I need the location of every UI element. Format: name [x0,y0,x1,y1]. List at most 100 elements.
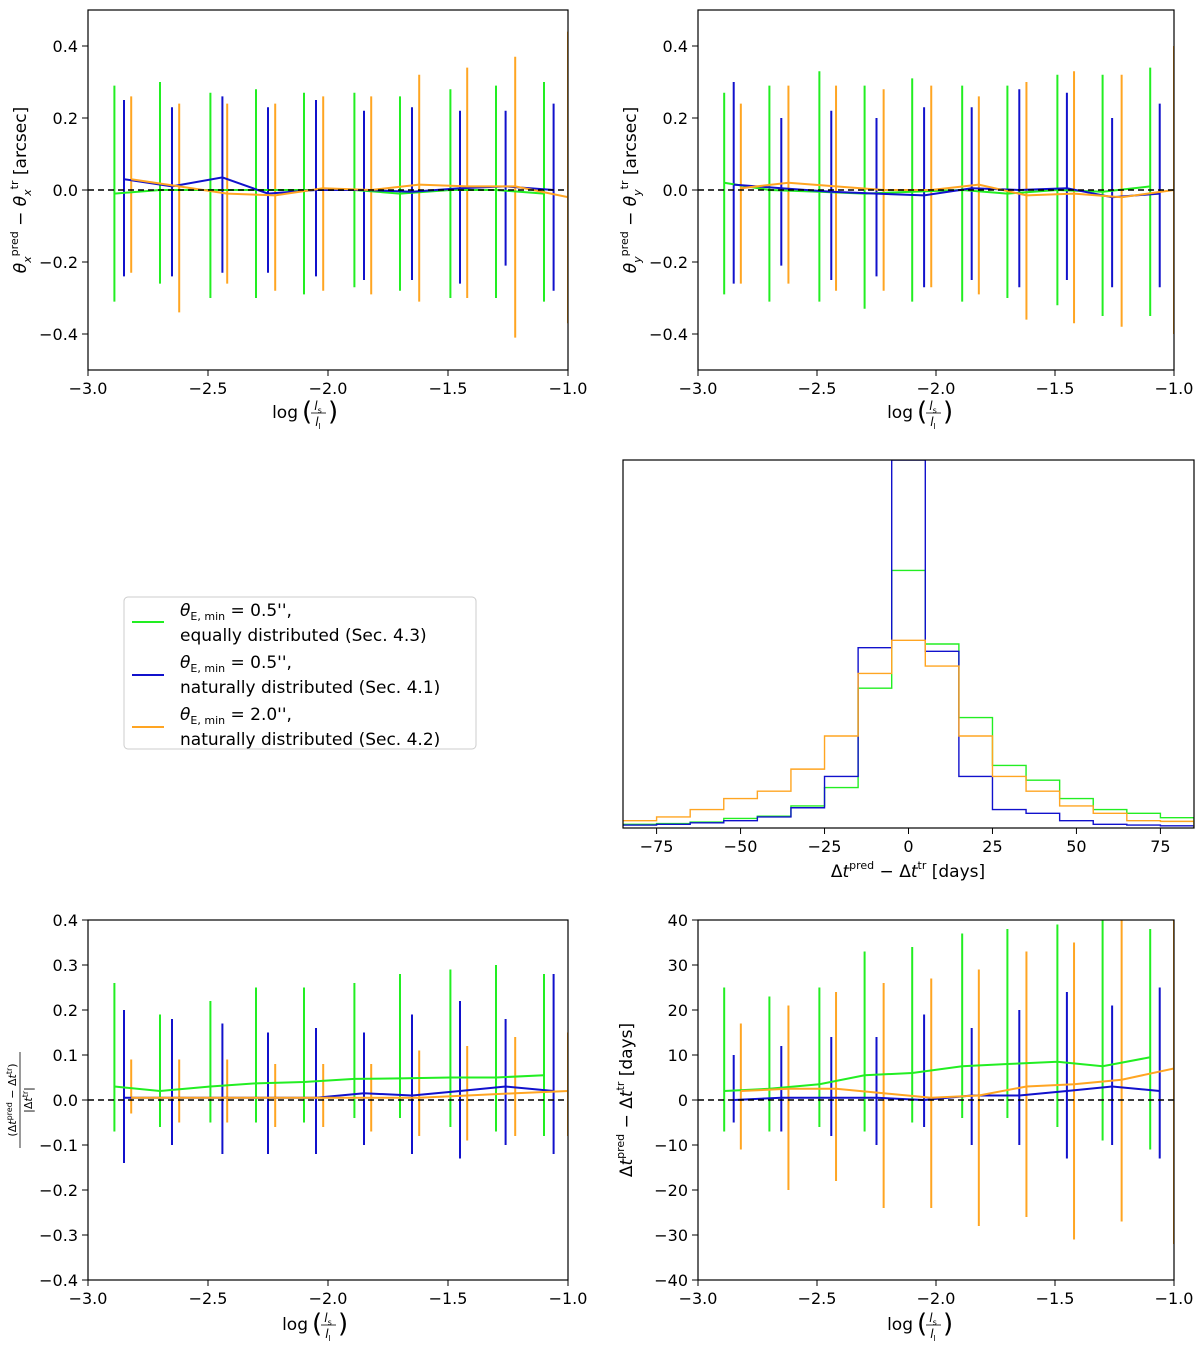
y-tick-label: −0.4 [39,1271,78,1290]
series-line-orange [740,181,1174,199]
svg-text:θE, min = 0.5'',: θE, min = 0.5'', [180,601,292,623]
panel-relative-time-delay: −3.0 −2.5 −2.0 −1.5 −1.0 −0.4 −0.3 −0.2 −0.1 0.0 0… [39,911,587,1308]
svg-text:Δtpred − Δttr [days]: Δtpred − Δttr [days] [831,859,985,882]
svg-text:θE, min = 0.5'',: θE, min = 0.5'', [180,653,292,675]
theta_x-plot-area [88,31,568,338]
xlabel-histogram: Δtpred − Δttr [days] [831,859,985,882]
x-tick-label: −1.5 [1036,1289,1075,1308]
x-tick-label: 50 [1066,837,1086,856]
y-tick-label: 0.1 [53,1046,78,1065]
x-tick-label: −2.5 [798,1289,837,1308]
xlabel-log-text: log [887,1315,913,1335]
y-tick-label: −0.1 [39,1136,78,1155]
x-tick-label: −2.5 [189,379,228,398]
x-tick-label: −2.5 [798,379,837,398]
x-tick-label: 0 [903,837,913,856]
histogram-axes-frame [622,459,1195,829]
y-tick-label: −0.2 [39,253,78,272]
panel-absolute-time-delay: −3.0 −2.5 −2.0 −1.5 −1.0 −40 −30 −20 −10 0 10 20 30 4… [654,911,1193,1308]
x-tick-label: −2.0 [309,1289,348,1308]
y-tick-label: −20 [654,1181,688,1200]
series-line-blue [733,183,1160,199]
x-tick-label: −3.0 [69,379,108,398]
y-tick-label: −0.3 [39,1226,78,1245]
x-tick-label: 75 [1150,837,1170,856]
ylabel-theta-x: θxpred − θxtr [arcsec] [8,107,34,273]
series-line-orange [131,1090,568,1099]
y-tick-label: 0.2 [53,1001,78,1020]
ylabel-theta-y: θypred − θytr [arcsec] [618,107,644,273]
xlabel-paren-left: ( [917,397,927,427]
svg-text:(Δtpred − Δttr): (Δtpred − Δttr) [5,1063,19,1136]
x-tick-label: 25 [982,837,1002,856]
xlabel-denominator: ll [930,1327,936,1343]
y-tick-label: 40 [668,911,688,930]
x-tick-label: −1.5 [1036,379,1075,398]
y-tick-label: 0.4 [53,37,78,56]
xlabel-numerator: ls [324,1311,332,1327]
y-tick-label: −0.4 [649,325,688,344]
xlabel-paren-right: ) [943,1309,953,1339]
panel-theta-y: −3.0 −2.5 −2.0 −1.5 −1.0 −0.4 −0.2 0.0 0.2 0.4 [649,9,1194,398]
series-line-green [724,1056,1151,1092]
y-tick-label: 0.0 [663,181,688,200]
xlabel-paren-left: ( [302,397,312,427]
y-tick-label: −10 [654,1136,688,1155]
y-tick-label: 0.2 [663,109,688,128]
legend-entry-green: θE, min = 0.5'', equally distributed (Se… [132,601,427,646]
svg-text:θypred − θytr [arcsec]: θypred − θytr [arcsec] [618,107,644,273]
x-tick-label: −25 [808,837,842,856]
legend-entry-orange: θE, min = 2.0'', naturally distributed (… [132,705,440,750]
xlabel-paren-left: ( [917,1309,927,1339]
x-tick-label: −2.0 [917,1289,956,1308]
x-tick-label: −50 [724,837,758,856]
x-tick-label: −3.0 [679,1289,718,1308]
y-tick-label: 0.2 [53,109,78,128]
xlabel-denominator: ll [315,415,321,431]
svg-text:θxpred − θxtr [arcsec]: θxpred − θxtr [arcsec] [8,107,34,273]
legend-entry-blue: θE, min = 0.5'', naturally distributed (… [132,653,440,698]
x-tick-label: −2.0 [917,379,956,398]
y-tick-label: −0.2 [39,1181,78,1200]
xlabel-numerator: ls [929,399,937,415]
ylabel-absolute-dt: Δtpred − Δttr [days] [614,1023,637,1177]
x-tick-label: −3.0 [69,1289,108,1308]
xlabel-log-text: log [272,403,298,423]
panel-theta-x: −3.0 −2.5 −2.0 −1.5 −1.0 −0.4 −0.2 0.0 0.2 0.4 [39,9,587,398]
y-tick-label: −0.4 [39,325,78,344]
y-tick-label: 20 [668,1001,688,1020]
series-line-green [114,1074,545,1093]
xlabel-denominator: ll [325,1327,331,1343]
x-tick-label: −75 [640,837,674,856]
y-tick-label: −0.2 [649,253,688,272]
legend-text-blue: naturally distributed (Sec. 4.1) [180,678,440,698]
svg-text:|Δttr|: |Δttr| [21,1087,35,1113]
y-tick-label: 0.0 [53,1091,78,1110]
x-tick-label: −1.5 [429,379,468,398]
y-tick-label: 0.0 [53,181,78,200]
y-tick-label: 0.4 [663,37,688,56]
hist-step-blue [623,460,1194,828]
histogram-plot-area [623,460,1194,828]
ylabel-relative-dt: (Δtpred − Δttr) |Δttr| [5,1052,35,1148]
rel_dt-plot-area [88,965,568,1163]
xlabel-paren-right: ) [943,397,953,427]
xlabel-denominator: ll [930,415,936,431]
x-tick-label: −1.0 [1155,379,1194,398]
x-tick-label: −1.0 [549,1289,588,1308]
xlabel-log-text: log [282,1315,308,1335]
xlabel-numerator: ls [314,399,322,415]
legend: θE, min = 0.5'', equally distributed (Se… [123,596,477,750]
panel-time-delay-histogram: −75 −50 −25 0 25 50 75 [622,459,1195,856]
legend-text-green: equally distributed (Sec. 4.3) [180,626,427,646]
xlabel-paren-right: ) [338,1309,348,1339]
y-tick-label: 30 [668,956,688,975]
x-tick-label: −2.5 [189,1289,228,1308]
y-tick-label: 0.3 [53,956,78,975]
x-tick-label: −3.0 [679,379,718,398]
